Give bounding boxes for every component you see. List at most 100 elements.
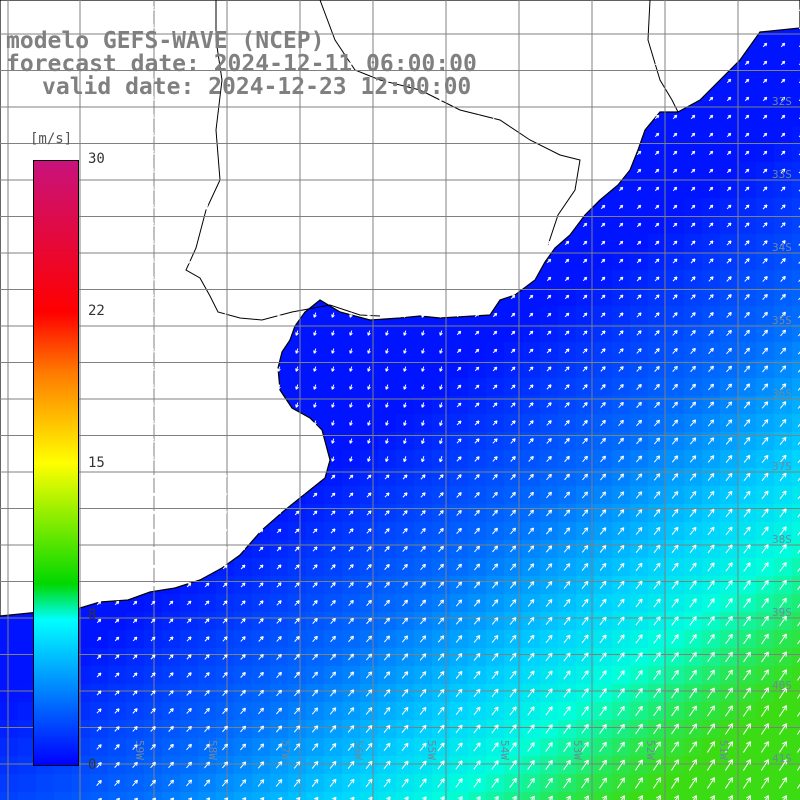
- wind-cell: [378, 468, 397, 487]
- wind-arrow: [151, 24, 155, 30]
- wind-cell: [414, 738, 433, 757]
- wind-arrow: [618, 455, 625, 463]
- wind-arrow: [403, 796, 409, 800]
- wind-arrow: [312, 617, 318, 624]
- wind-arrow: [187, 402, 191, 408]
- wind-arrow: [707, 580, 715, 590]
- wind-cell: [684, 720, 703, 739]
- wind-arrow: [689, 544, 697, 554]
- wind-arrow: [689, 419, 697, 427]
- wind-arrow: [403, 114, 407, 120]
- wind-arrow: [473, 688, 481, 698]
- wind-cell: [468, 378, 487, 397]
- wind-arrow: [600, 114, 606, 120]
- wind-cell: [324, 540, 343, 559]
- wind-arrow: [671, 687, 679, 699]
- wind-arrow: [168, 474, 174, 480]
- wind-arrow: [564, 437, 570, 444]
- wind-cell: [18, 702, 37, 721]
- wind-cell: [324, 684, 343, 703]
- wind-arrow: [259, 168, 263, 174]
- wind-arrow: [617, 509, 625, 517]
- wind-arrow: [708, 6, 714, 12]
- wind-cell: [324, 558, 343, 577]
- wind-cell: [684, 324, 703, 343]
- wind-cell: [756, 72, 775, 91]
- wind-arrow: [240, 671, 246, 678]
- wind-arrow: [97, 132, 101, 138]
- wind-arrow: [618, 42, 624, 48]
- wind-arrow: [707, 401, 715, 409]
- wind-arrow: [456, 330, 462, 336]
- wind-arrow: [331, 796, 337, 800]
- wind-arrow: [671, 544, 679, 554]
- wind-arrow: [96, 726, 102, 732]
- wind-arrow: [653, 544, 661, 554]
- wind-arrow: [672, 383, 678, 391]
- wind-arrow: [438, 510, 444, 516]
- wind-cell: [648, 306, 667, 325]
- wind-cell: [702, 666, 721, 685]
- wind-arrow: [383, 778, 391, 788]
- wind-arrow: [653, 437, 661, 445]
- wind-arrow: [456, 24, 462, 30]
- wind-cell: [612, 648, 631, 667]
- wind-arrow: [312, 582, 318, 588]
- wind-arrow: [760, 759, 770, 771]
- wind-arrow: [241, 348, 245, 354]
- wind-arrow: [671, 651, 679, 662]
- wind-arrow: [708, 150, 714, 156]
- wind-arrow: [546, 312, 552, 318]
- wind-arrow: [618, 294, 624, 300]
- wind-arrow: [635, 616, 643, 626]
- wind-cell: [738, 576, 757, 595]
- wind-arrow: [222, 671, 228, 678]
- wind-arrow: [421, 258, 425, 264]
- wind-arrow: [510, 402, 516, 408]
- wind-cell: [684, 396, 703, 415]
- wind-cell: [648, 612, 667, 631]
- wind-arrow: [222, 618, 228, 624]
- wind-cell: [738, 216, 757, 235]
- wind-cell: [378, 558, 397, 577]
- wind-arrow: [222, 636, 228, 642]
- wind-arrow: [438, 545, 444, 553]
- wind-cell: [540, 540, 559, 559]
- wind-arrow: [277, 204, 281, 210]
- wind-cell: [774, 450, 793, 469]
- wind-arrow: [564, 348, 570, 354]
- wind-arrow: [564, 491, 571, 499]
- wind-cell: [162, 594, 181, 613]
- wind-arrow: [582, 366, 588, 372]
- wind-arrow: [223, 402, 227, 408]
- wind-cell: [252, 558, 271, 577]
- wind-arrow: [150, 761, 156, 769]
- wind-cell: [792, 234, 800, 253]
- wind-cell: [720, 630, 739, 649]
- wind-arrow: [349, 402, 353, 408]
- wind-arrow: [456, 456, 462, 462]
- wind-cell: [774, 270, 793, 289]
- wind-cell: [594, 450, 613, 469]
- wind-arrow: [780, 293, 786, 301]
- wind-arrow: [582, 204, 588, 210]
- wind-arrow: [545, 652, 553, 662]
- wind-arrow: [240, 492, 246, 498]
- wind-arrow: [365, 671, 373, 679]
- wind-arrow: [277, 456, 281, 462]
- wind-arrow: [277, 312, 281, 318]
- wind-cell: [720, 306, 739, 325]
- wind-cell: [522, 360, 541, 379]
- wind-arrow: [205, 168, 209, 174]
- wind-cell: [234, 720, 253, 739]
- wind-cell: [540, 702, 559, 721]
- wind-cell: [396, 684, 415, 703]
- wind-cell: [756, 288, 775, 307]
- wind-arrow: [796, 725, 800, 735]
- wind-arrow: [295, 168, 299, 174]
- wind-arrow: [545, 706, 553, 716]
- wind-arrow: [672, 186, 678, 192]
- wind-cell: [414, 414, 433, 433]
- wind-arrow: [330, 510, 336, 516]
- wind-cell: [396, 540, 415, 559]
